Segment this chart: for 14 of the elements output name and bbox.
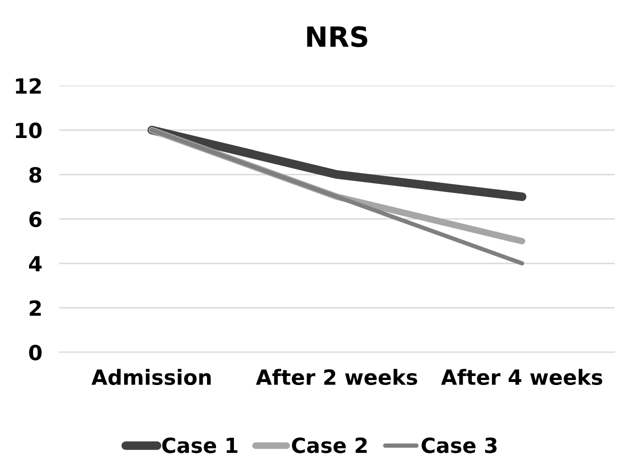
- x-tick-label: After 4 weeks: [441, 368, 602, 386]
- y-tick-label: 6: [29, 211, 42, 228]
- y-tick-label: 4: [29, 256, 42, 272]
- legend-label: Case 1: [162, 437, 238, 454]
- legend-label: Case 3: [422, 437, 497, 454]
- chart-title: NRS: [307, 26, 368, 48]
- y-tick-label: 2: [30, 300, 41, 316]
- x-tick-label: After 2 weeks: [256, 368, 418, 386]
- y-tick-label: 12: [16, 78, 41, 94]
- y-tick-label: 0: [29, 344, 42, 360]
- x-tick-label: Admission: [91, 368, 211, 386]
- y-tick-label: 8: [29, 166, 42, 183]
- legend-label: Case 2: [292, 437, 367, 454]
- y-tick-label: 10: [16, 122, 42, 138]
